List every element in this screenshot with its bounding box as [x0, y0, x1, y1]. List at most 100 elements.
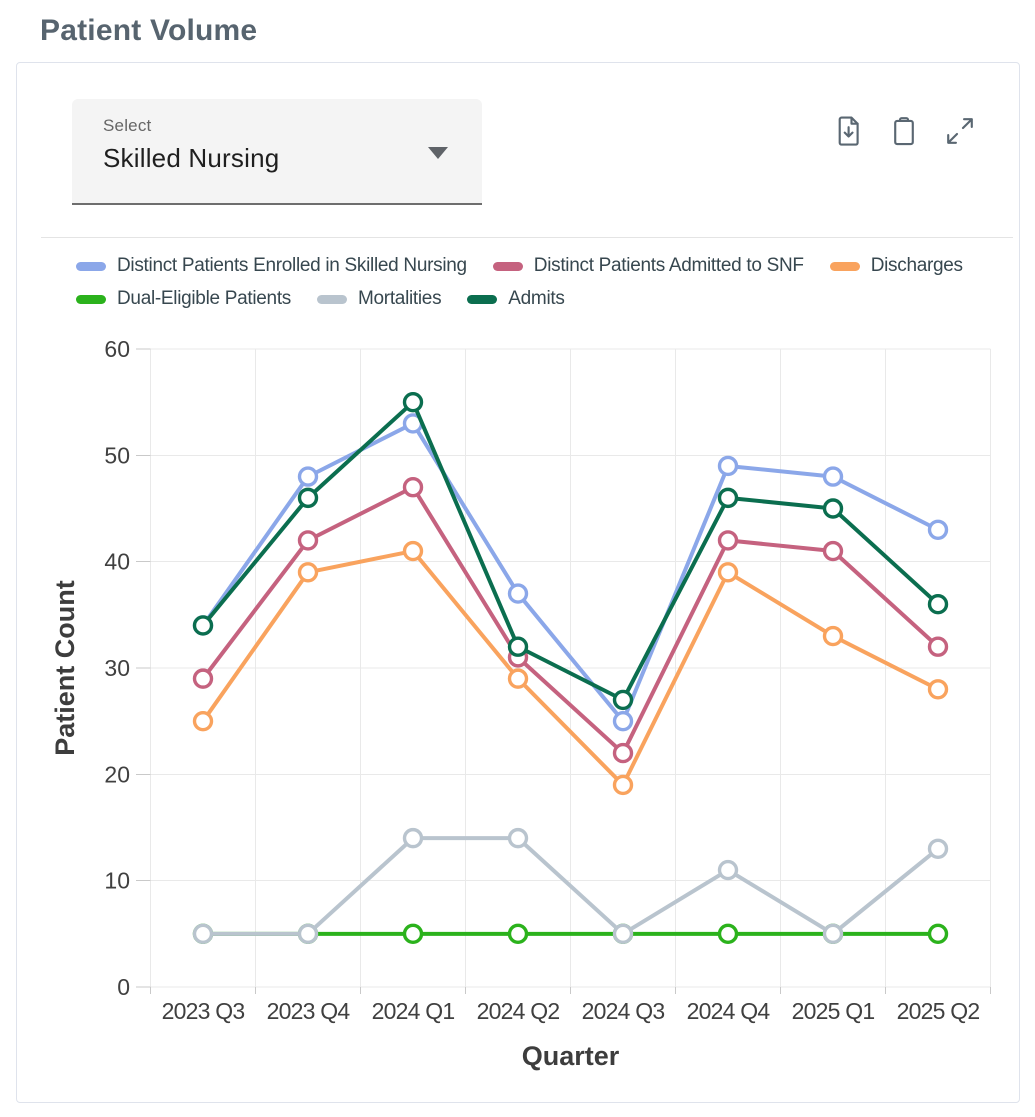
x-tick-label: 2024 Q2 [477, 998, 560, 1024]
patient-volume-card: Select Skilled Nursing [16, 62, 1020, 1103]
x-axis: 2023 Q3 2023 Q4 2024 Q1 2024 Q2 2024 Q3 2024 … [150, 987, 991, 1024]
legend-item[interactable]: Discharges [829, 255, 963, 277]
data-point-marker [297, 530, 319, 551]
data-point-marker [927, 519, 949, 540]
data-point-marker [717, 562, 739, 583]
data-point-marker [402, 923, 424, 945]
data-point-marker [507, 923, 529, 945]
data-point-marker [822, 540, 844, 562]
legend-swatch [492, 261, 523, 271]
data-point-marker [507, 636, 529, 657]
x-tick-label: 2025 Q2 [897, 998, 980, 1024]
data-point-marker [507, 583, 529, 604]
x-tick-label: 2023 Q4 [267, 998, 351, 1024]
data-point-marker [822, 923, 844, 945]
legend-swatch [76, 294, 106, 304]
y-axis-title: Patient Count [50, 580, 80, 756]
legend-label: Mortalities [358, 288, 442, 309]
divider [41, 237, 1013, 238]
data-point-marker [402, 540, 424, 562]
x-tick-label: 2025 Q1 [792, 998, 875, 1024]
y-tick-label: 0 [117, 974, 130, 1000]
data-point-marker [402, 827, 424, 849]
legend-item[interactable]: Admits [467, 288, 565, 310]
legend-label: Discharges [870, 255, 963, 276]
series-mortalities [192, 827, 949, 945]
y-tick-label: 40 [104, 549, 130, 575]
chart-legend: Distinct Patients Enrolled in Skilled Nu… [76, 255, 981, 310]
data-point-marker [192, 923, 214, 945]
patient-volume-chart: 0 10 20 30 40 50 60 2023 Q3 2023 Q4 2024 Q1 2024 Q… [50, 336, 991, 1071]
data-point-marker [717, 487, 739, 509]
legend-label: Distinct Patients Admitted to SNF [533, 255, 804, 276]
y-axis: 0 10 20 30 40 50 60 [104, 336, 151, 1000]
data-point-marker [927, 838, 949, 859]
data-point-marker [297, 487, 319, 509]
legend-label: Distinct Patients Enrolled in Skilled Nu… [117, 255, 467, 276]
data-point-marker [717, 455, 739, 477]
gridlines [150, 348, 991, 988]
clipboard-icon [891, 116, 917, 149]
series-distinct-patients-enrolled-in-skilled-nursing [192, 413, 949, 732]
copy-button[interactable] [889, 115, 919, 149]
y-tick-label: 10 [104, 868, 130, 894]
data-point-marker [507, 668, 529, 689]
data-point-marker [927, 923, 949, 945]
download-icon [836, 116, 861, 149]
legend-item[interactable]: Dual-Eligible Patients [76, 288, 291, 310]
page-title: Patient Volume [40, 14, 258, 47]
download-button[interactable] [833, 115, 863, 149]
data-point-marker [297, 923, 319, 945]
data-point-marker [297, 466, 319, 487]
y-tick-label: 60 [104, 336, 130, 362]
legend-label: Admits [508, 288, 565, 309]
data-point-marker [927, 636, 949, 657]
legend-swatch [829, 261, 860, 271]
data-point-marker [402, 391, 424, 413]
expand-icon [945, 116, 975, 149]
data-point-marker [297, 562, 319, 583]
legend-item[interactable]: Mortalities [317, 288, 442, 310]
y-tick-label: 30 [104, 655, 130, 681]
data-point-marker [822, 625, 844, 647]
legend-swatch [467, 294, 498, 304]
data-point-marker [192, 710, 214, 732]
series-discharges [192, 540, 949, 796]
data-point-marker [717, 923, 739, 945]
data-point-marker [717, 530, 739, 551]
x-tick-label: 2023 Q3 [162, 998, 245, 1024]
series-distinct-patients-admitted-to-snf [192, 477, 949, 764]
data-point-marker [717, 859, 739, 881]
facility-select[interactable]: Select Skilled Nursing [72, 99, 482, 205]
data-point-marker [612, 742, 634, 764]
y-tick-label: 50 [104, 442, 130, 468]
data-point-marker [822, 466, 844, 487]
data-point-marker [927, 679, 949, 700]
legend-swatch [317, 294, 347, 304]
legend-item[interactable]: Distinct Patients Admitted to SNF [492, 255, 804, 277]
data-point-marker [192, 668, 214, 689]
select-value: Skilled Nursing [103, 143, 280, 173]
data-point-marker [612, 774, 634, 796]
data-point-marker [822, 498, 844, 519]
data-point-marker [927, 594, 949, 615]
x-tick-label: 2024 Q3 [582, 998, 665, 1024]
data-point-marker [612, 689, 634, 711]
series-admits [192, 391, 949, 711]
legend-label: Dual-Eligible Patients [117, 288, 291, 309]
data-point-marker [612, 710, 634, 732]
select-label: Select [103, 116, 152, 135]
data-point-marker [192, 615, 214, 636]
legend-item[interactable]: Distinct Patients Enrolled in Skilled Nu… [76, 255, 467, 277]
chart-area: 0 10 20 30 40 50 60 2023 Q3 2023 Q4 2024 Q1 2024 Q… [17, 321, 1019, 1099]
data-point-marker [507, 827, 529, 849]
data-point-marker [612, 923, 634, 945]
legend-swatch [76, 261, 106, 271]
y-tick-label: 20 [104, 761, 130, 787]
x-tick-label: 2024 Q1 [372, 998, 455, 1024]
x-axis-title: Quarter [522, 1041, 620, 1071]
data-point-marker [402, 477, 424, 498]
expand-button[interactable] [945, 115, 975, 149]
chart-toolbar [833, 115, 975, 149]
x-tick-label: 2024 Q4 [687, 998, 771, 1024]
